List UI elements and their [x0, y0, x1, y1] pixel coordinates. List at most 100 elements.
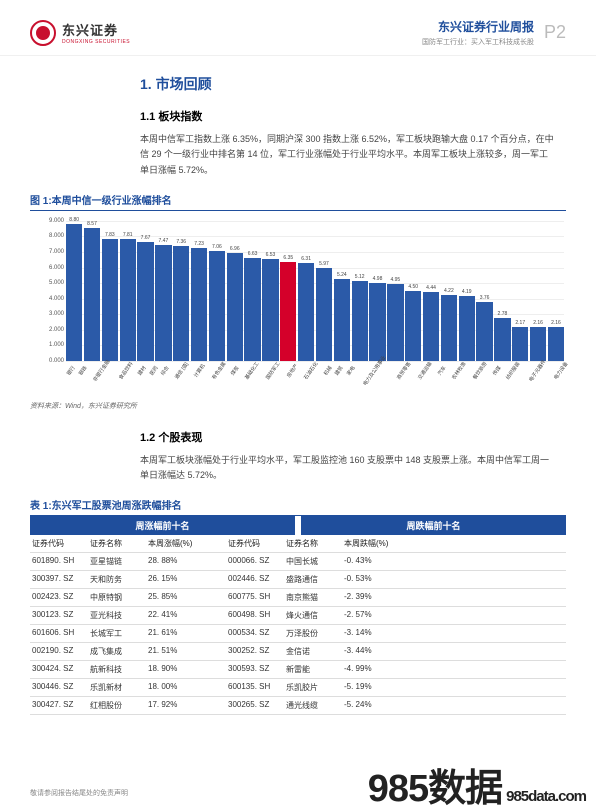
- cell-r-val: -3. 44%: [342, 643, 402, 660]
- col-r-name: 证券名称: [284, 535, 342, 552]
- section-1-heading: 1. 市场回顾: [140, 74, 556, 94]
- chart-y-tick: 3.000: [30, 311, 64, 317]
- chart-bar: 2.16: [548, 320, 564, 361]
- cell-l-name: 中原特钢: [88, 589, 146, 606]
- chart-bar-rect: [66, 224, 82, 361]
- cell-r-name: 万泽股份: [284, 625, 342, 642]
- chart-bar-value: 7.67: [141, 235, 151, 241]
- logo-en: DONGXING SECURITIES: [62, 39, 130, 45]
- header-right: 东兴证券行业周报 国防军工行业：买入军工科技成长股 P2: [422, 18, 566, 47]
- col-gap: [206, 535, 226, 552]
- table-row: 601606. SH长城军工21. 61%000534. SZ万泽股份-3. 1…: [30, 625, 566, 643]
- chart-bar-value: 4.95: [390, 277, 400, 283]
- chart-bar-value: 6.53: [266, 252, 276, 258]
- chart-bar-rect: [280, 262, 296, 361]
- cell-r-val: -3. 14%: [342, 625, 402, 642]
- chart-bar: 6.31: [298, 256, 314, 361]
- chart-bar: 2.16: [530, 320, 546, 361]
- chart-bar-rect: [405, 291, 421, 361]
- page-number: P2: [544, 22, 566, 43]
- chart-bar-value: 8.57: [87, 221, 97, 227]
- chart-y-tick: 7.000: [30, 249, 64, 255]
- chart-bar: 5.12: [352, 274, 368, 361]
- chart-bar-value: 2.78: [498, 311, 508, 317]
- cell-l-code: 300397. SZ: [30, 571, 88, 588]
- chart-bar: 7.67: [137, 235, 153, 361]
- chart-bar: 8.80: [66, 217, 82, 361]
- cell-l-name: 长城军工: [88, 625, 146, 642]
- chart-bar-value: 7.06: [212, 244, 222, 250]
- cell-r-name: 新雷能: [284, 661, 342, 678]
- cell-l-val: 21. 61%: [146, 625, 206, 642]
- chart-bar-rect: [530, 327, 546, 361]
- chart-bar-rect: [548, 327, 564, 361]
- chart-bar: 4.19: [459, 289, 475, 361]
- cell-gap: [206, 589, 226, 606]
- table-1-superheader: 周涨幅前十名 周跌幅前十名: [30, 516, 566, 535]
- chart-bar-rect: [173, 246, 189, 360]
- chart-bar-rect: [84, 228, 100, 361]
- chart-bar-value: 4.22: [444, 288, 454, 294]
- table-row: 300446. SZ乐凯新材18. 00%600135. SH乐凯胶片-5. 1…: [30, 679, 566, 697]
- cell-l-name: 成飞集成: [88, 643, 146, 660]
- chart-bar-rect: [244, 258, 260, 361]
- cell-l-code: 002423. SZ: [30, 589, 88, 606]
- section-1: 1. 市场回顾 1.1 板块指数 本周中信军工指数上涨 6.35%，同期沪深 3…: [0, 56, 596, 178]
- cell-l-code: 300446. SZ: [30, 679, 88, 696]
- chart-y-tick: 2.000: [30, 327, 64, 333]
- chart-bar: 7.47: [155, 238, 171, 361]
- cell-gap: [206, 661, 226, 678]
- chart-bar: 7.83: [102, 232, 118, 361]
- chart-bar: 4.98: [369, 276, 385, 360]
- chart-bar-rect: [512, 327, 528, 361]
- cell-l-val: 18. 00%: [146, 679, 206, 696]
- chart-bar: 6.53: [262, 252, 278, 361]
- table-row: 300427. SZ红相股份17. 92%300265. SZ通光线缆-5. 2…: [30, 697, 566, 715]
- cell-gap: [206, 607, 226, 624]
- cell-r-code: 600498. SH: [226, 607, 284, 624]
- chart-bar: 8.57: [84, 221, 100, 361]
- chart-bar-value: 7.47: [159, 238, 169, 244]
- chart-bar: 4.95: [387, 277, 403, 361]
- cell-l-code: 601606. SH: [30, 625, 88, 642]
- col-l-name: 证券名称: [88, 535, 146, 552]
- table-row: 002190. SZ成飞集成21. 51%300252. SZ金信诺-3. 44…: [30, 643, 566, 661]
- chart-bar-rect: [191, 248, 207, 360]
- cell-l-name: 亚星锚链: [88, 553, 146, 570]
- chart-bar-value: 6.31: [301, 256, 311, 262]
- table-1-super-right: 周跌幅前十名: [301, 516, 566, 535]
- footer-disclaimer: 敬请参阅报告结尾处的免责声明: [30, 788, 128, 798]
- chart-bar-rect: [459, 296, 475, 361]
- cell-r-name: 南京熊猫: [284, 589, 342, 606]
- chart-bar-rect: [423, 292, 439, 361]
- cell-r-code: 002446. SZ: [226, 571, 284, 588]
- cell-l-val: 26. 15%: [146, 571, 206, 588]
- cell-l-code: 300123. SZ: [30, 607, 88, 624]
- chart-bar-value: 5.12: [355, 274, 365, 280]
- chart-y-tick: 4.000: [30, 296, 64, 302]
- chart-y-tick: 5.000: [30, 280, 64, 286]
- section-1-1-heading: 1.1 板块指数: [140, 108, 556, 124]
- chart-bar: 3.76: [476, 295, 492, 360]
- chart-bar: 5.97: [316, 261, 332, 361]
- chart-bar-rect: [262, 259, 278, 361]
- cell-r-val: -5. 24%: [342, 697, 402, 714]
- chart-bar: 4.22: [441, 288, 457, 361]
- chart-bar-rect: [209, 251, 225, 361]
- chart-bar-value: 7.36: [176, 239, 186, 245]
- figure-1-chart: 0.0001.0002.0003.0004.0005.0006.0007.000…: [30, 215, 566, 395]
- chart-bar-value: 5.97: [319, 261, 329, 267]
- cell-gap: [206, 553, 226, 570]
- cell-r-name: 乐凯胶片: [284, 679, 342, 696]
- cell-gap: [206, 697, 226, 714]
- chart-y-tick: 8.000: [30, 233, 64, 239]
- logo-text: 东兴证券 DONGXING SECURITIES: [62, 20, 130, 45]
- chart-y-tick: 9.000: [30, 218, 64, 224]
- cell-r-name: 通光线缆: [284, 697, 342, 714]
- chart-bar-rect: [316, 268, 332, 361]
- col-r-code: 证券代码: [226, 535, 284, 552]
- table-1-title: 表 1:东兴军工股票池周涨跌幅排名: [30, 497, 566, 516]
- chart-bar-value: 7.81: [123, 232, 133, 238]
- chart-bar: 4.50: [405, 284, 421, 361]
- table-row: 300424. SZ航新科技18. 90%300593. SZ新雷能-4. 99…: [30, 661, 566, 679]
